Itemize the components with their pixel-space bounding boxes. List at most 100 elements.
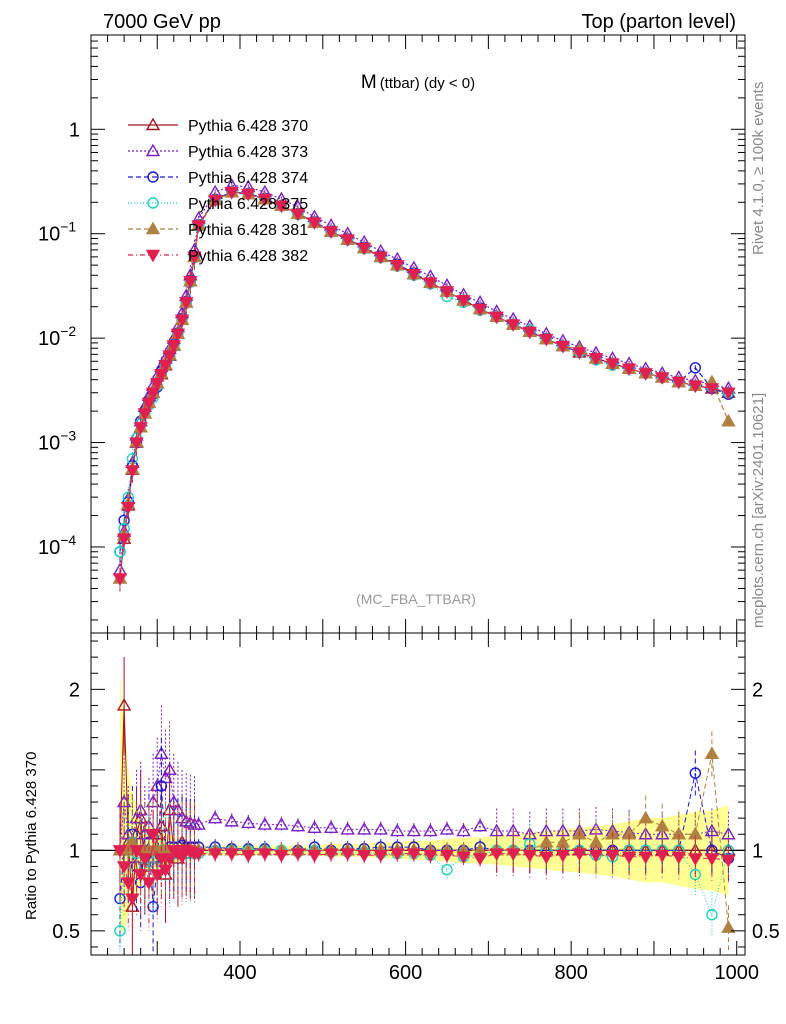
- main-series-layer: [112, 178, 736, 592]
- series-5-main-point: [178, 297, 194, 310]
- series-5-main-point: [588, 353, 604, 366]
- main-y-tick-base: 10: [38, 328, 60, 350]
- series-5-ratio-point: [621, 851, 637, 865]
- series-5-ratio-point: [290, 848, 306, 861]
- series-5-main-point: [116, 533, 132, 547]
- series-5-ratio-point: [150, 869, 165, 882]
- series-5-main-point: [112, 573, 128, 586]
- series-5-main-point: [406, 268, 422, 282]
- series-5-ratio-point: [423, 849, 438, 863]
- legend: Pythia 6.428 370 Pythia 6.428 373 Pythia 6…: [128, 117, 308, 265]
- series-2-ratio-point: [689, 767, 702, 779]
- main-y-tick-base: 10: [38, 433, 60, 455]
- series-5-ratio-point: [224, 848, 239, 861]
- main-y-tick-label: 10−4: [38, 532, 76, 559]
- series-5-main-point: [145, 387, 161, 401]
- series-5-ratio-point: [158, 864, 173, 878]
- series-4-ratio-point: [638, 810, 653, 824]
- series-5-main-point: [704, 383, 720, 396]
- series-5-ratio-point: [129, 845, 144, 858]
- series-5-main-point: [638, 368, 653, 381]
- ratio-x-tick-label: 400: [223, 962, 256, 984]
- series-5-ratio-point: [356, 849, 372, 863]
- series-5-main-point: [439, 286, 455, 299]
- series-5-main-point: [505, 319, 521, 332]
- series-5-ratio-point: [116, 861, 132, 874]
- ratio-x-tick-label: 600: [389, 962, 422, 984]
- series-1-ratio-point: [340, 822, 355, 835]
- series-1-main-line: [119, 184, 729, 571]
- chart-title: M (ttbar) (dy < 0): [361, 72, 475, 93]
- legend-swatch-marker: [147, 197, 159, 209]
- legend-label: Pythia 6.428 373: [188, 144, 308, 161]
- series-4-main: [112, 184, 736, 592]
- ratio-y-tick-label-left: 1: [69, 840, 80, 862]
- main-y-axis: 10−410−310−210−11: [38, 34, 745, 621]
- series-2-main-point: [689, 362, 702, 374]
- series-5-main-point: [274, 200, 289, 214]
- series-5-main-point: [472, 303, 488, 317]
- series-5-ratio-point: [125, 893, 140, 907]
- series-5-ratio-point: [456, 851, 471, 865]
- series-5-ratio-point: [655, 849, 670, 863]
- main-panel: 10−410−310−210−11 M (ttbar) (dy < 0) (MC_…: [38, 34, 746, 634]
- side-label-mcplots: mcplots.cern.ch [arXiv:2401.10621]: [750, 393, 767, 628]
- ratio-series-layer: [112, 657, 736, 955]
- main-y-tick-label: 1: [69, 119, 80, 141]
- series-1-ratio-point: [390, 823, 405, 837]
- ratio-x-axis: 400 600 800 1000: [90, 633, 759, 984]
- series-1-ratio-point: [274, 817, 289, 830]
- series-5-ratio-point: [307, 849, 322, 863]
- series-5-ratio-point: [274, 849, 289, 863]
- series-5-main-point: [688, 380, 703, 394]
- legend-label: Pythia 6.428 370: [188, 118, 308, 135]
- ratio-y-axis: 0.5 0.5 1 1 2 2: [52, 640, 780, 948]
- series-0-main: [112, 184, 736, 592]
- series-5-ratio-point: [605, 849, 620, 863]
- series-1-ratio-point: [162, 762, 177, 776]
- series-5-ratio-point: [191, 848, 206, 861]
- series-1-ratio-point: [323, 820, 339, 834]
- series-3-ratio-point: [706, 909, 718, 921]
- main-y-tick-label: 10−3: [38, 428, 76, 455]
- series-5-main-point: [572, 347, 587, 360]
- series-1-ratio-point: [150, 778, 165, 792]
- series-5-ratio-point: [572, 848, 587, 861]
- main-y-tick-base: 10: [38, 224, 60, 246]
- ratio-y-tick-label-left: 2: [69, 679, 80, 701]
- series-5-ratio-point: [555, 849, 571, 863]
- main-y-tick-exponent: −1: [60, 219, 76, 235]
- series-5-main-point: [340, 234, 355, 247]
- legend-swatch-marker: [145, 221, 161, 235]
- header-left: 7000 GeV pp: [103, 11, 221, 33]
- series-5-ratio-point: [340, 848, 355, 861]
- series-5-main-point: [224, 186, 239, 200]
- series-5-main-point: [170, 328, 186, 342]
- header-right: Top (parton level): [581, 11, 736, 33]
- series-5-ratio-point: [472, 853, 488, 866]
- series-5-main-point: [489, 311, 504, 325]
- legend-swatch-marker: [145, 143, 161, 157]
- series-3-ratio-point: [114, 925, 126, 937]
- series-5-main-point: [241, 188, 256, 202]
- legend-item: Pythia 6.428 373: [128, 143, 308, 161]
- series-5-main: [112, 186, 736, 592]
- series-5-main-point: [141, 397, 157, 411]
- series-5-ratio-point: [373, 849, 388, 863]
- series-5-ratio-point: [588, 849, 604, 863]
- series-2-main-line: [119, 191, 729, 552]
- series-1-ratio-point: [406, 823, 422, 837]
- series-5-ratio-point: [323, 848, 339, 861]
- ratio-y-tick-label-right: 0.5: [752, 921, 780, 943]
- series-5-ratio-point: [439, 849, 455, 863]
- series-5-main-point: [187, 251, 202, 265]
- series-1-ratio-point: [290, 818, 306, 832]
- series-4-main-point: [721, 413, 736, 427]
- series-5-ratio-point: [539, 851, 554, 865]
- side-label-rivet: Rivet 4.1.0, ≥ 100k events: [750, 82, 767, 255]
- series-5-main-point: [423, 277, 438, 291]
- series-2-ratio-point: [155, 780, 168, 792]
- series-5-ratio-point: [671, 851, 686, 865]
- series-5-ratio-point: [112, 845, 128, 858]
- ratio-panel: 0.5 0.5 1 1 2 2 400 600 800 1000 Ratio to Pythia…: [23, 632, 780, 984]
